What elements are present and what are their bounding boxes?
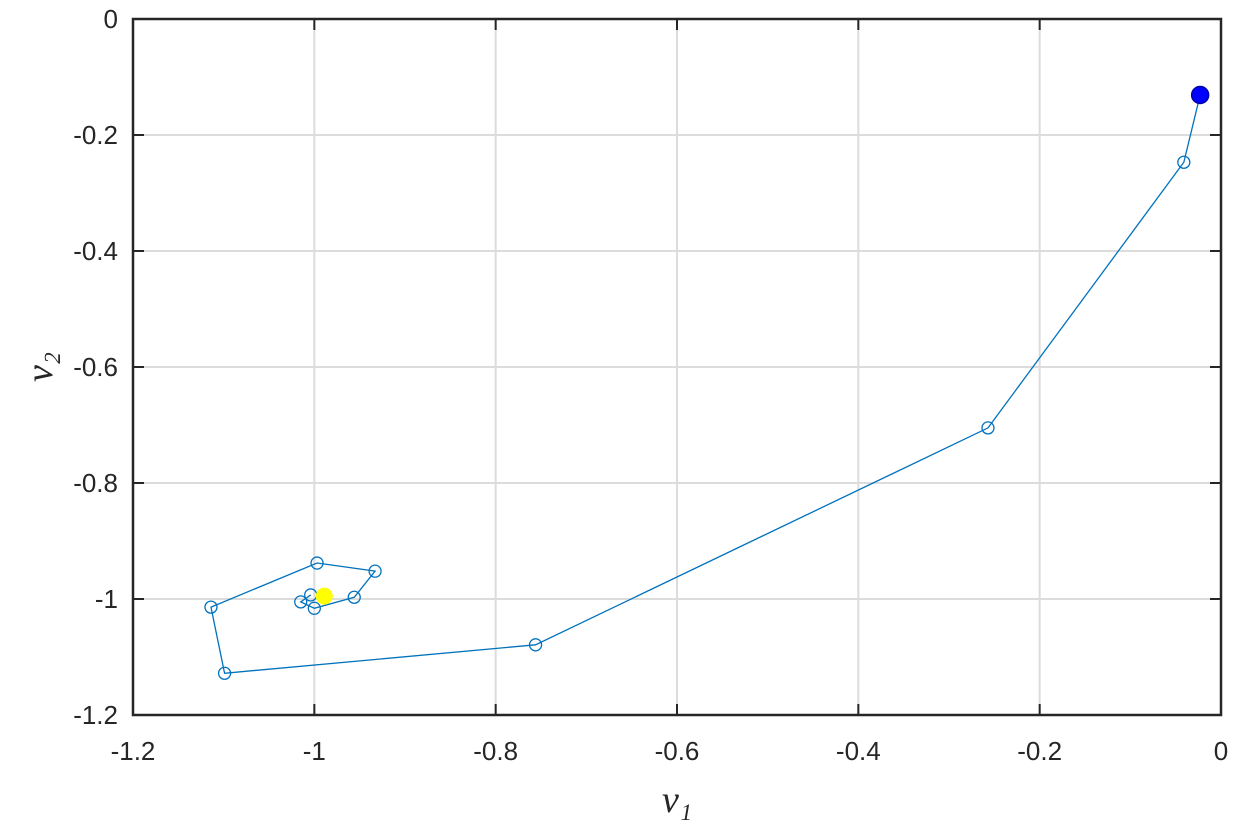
y-axis-label: v₂ [19,352,61,382]
y-tick-label: 0 [104,4,118,34]
point-marker [217,666,232,680]
x-axis-label: v₁ [662,779,692,821]
point-marker [1177,155,1191,169]
y-tick-label: -1 [95,584,118,614]
y-tick-label: -0.4 [73,236,118,266]
plot-frame [131,17,1223,717]
x-tick-label: 0 [1214,736,1228,766]
series-line [210,94,1201,674]
point-marker [307,601,321,615]
x-tick-label: -0.2 [1017,736,1062,766]
end-marker [1190,85,1210,105]
point-marker [347,590,361,604]
point-marker [368,564,382,578]
point-marker [310,556,324,570]
y-tick-label: -0.2 [73,120,118,150]
y-tick-label: -0.6 [73,352,118,382]
point-marker [294,595,308,609]
y-tick-label: -0.8 [73,468,118,498]
x-tick-label: -0.6 [655,736,700,766]
x-tick-label: -1.2 [111,736,156,766]
x-tick-label: -0.4 [836,736,881,766]
end-marker [315,587,333,605]
x-tick-label: -0.8 [473,736,518,766]
y-tick-label: -1.2 [73,700,118,730]
point-marker [528,638,543,652]
point-marker [204,600,218,614]
x-tick-label: -1 [303,736,326,766]
point-marker [981,421,995,435]
